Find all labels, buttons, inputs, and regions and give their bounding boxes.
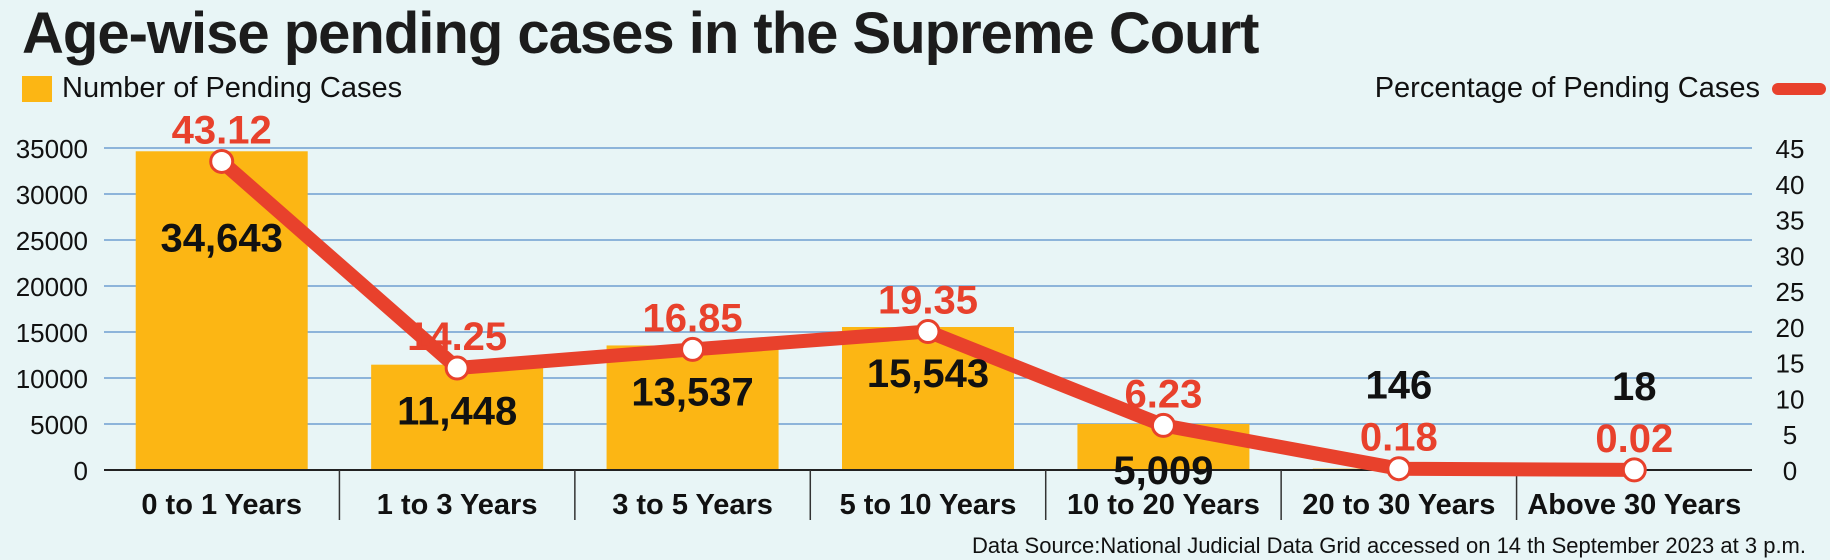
line-value-label: 19.35: [878, 279, 978, 323]
y-left-tick-label: 25000: [16, 226, 88, 256]
line-marker: [1386, 456, 1412, 482]
line-value-label: 14.25: [407, 315, 507, 359]
y-right-tick-label: 40: [1776, 170, 1805, 200]
line-marker: [444, 355, 470, 381]
y-right-tick-label: 35: [1776, 206, 1805, 236]
chart-title: Age-wise pending cases in the Supreme Co…: [22, 1, 1259, 66]
legend-line-label: Percentage of Pending Cases: [1374, 72, 1760, 104]
y-right-tick-label: 45: [1776, 134, 1805, 164]
bar: [371, 364, 544, 470]
x-tick-label: 10 to 20 Years: [1067, 489, 1260, 521]
y-right-tick-label: 30: [1776, 241, 1805, 271]
legend-bar-label: Number of Pending Cases: [62, 72, 403, 104]
line-marker: [680, 336, 706, 362]
x-tick-label: 3 to 5 Years: [612, 489, 773, 521]
y-left-tick-label: 10000: [16, 364, 88, 394]
y-left-tick-label: 5000: [30, 410, 88, 440]
bar: [135, 151, 308, 470]
bar: [606, 345, 779, 470]
line-value-label: 0.18: [1360, 416, 1438, 460]
line-value-label: 16.85: [643, 296, 743, 340]
y-right-tick-label: 20: [1776, 313, 1805, 343]
y-right-tick-label: 0: [1783, 456, 1797, 486]
line-marker: [1621, 457, 1647, 483]
x-tick-label: 20 to 30 Years: [1302, 489, 1495, 521]
legend-bar-swatch: [22, 75, 52, 102]
line-value-label: 43.12: [172, 108, 272, 152]
legend-bars: Number of Pending Cases: [22, 72, 402, 105]
x-tick-label: 5 to 10 Years: [840, 489, 1017, 521]
y-right-tick-label: 10: [1776, 384, 1805, 414]
bar-value-label: 18: [1612, 365, 1657, 409]
y-left-tick-label: 0: [74, 456, 88, 486]
data-source-note: Data Source:National Judicial Data Grid …: [971, 533, 1806, 558]
x-tick-label: 1 to 3 Years: [377, 489, 538, 521]
bar-value-label: 34,643: [161, 216, 283, 260]
x-tick-label: Above 30 Years: [1527, 489, 1741, 521]
bar-value-label: 5,009: [1113, 449, 1213, 493]
y-left-tick-label: 30000: [16, 180, 88, 210]
y-left-tick-label: 20000: [16, 272, 88, 302]
y-left-tick-label: 15000: [16, 318, 88, 348]
y-left-tick-label: 35000: [16, 134, 88, 164]
line-marker: [1150, 412, 1176, 438]
bar-value-label: 11,448: [397, 390, 517, 434]
line-value-label: 6.23: [1124, 372, 1202, 416]
legend-line-swatch: [1772, 82, 1826, 95]
y-right-tick-label: 25: [1776, 277, 1805, 307]
line-marker: [915, 319, 941, 345]
line-value-label: 0.02: [1595, 417, 1673, 461]
x-tick-label: 0 to 1 Years: [141, 489, 302, 521]
bar-value-label: 13,537: [631, 370, 753, 414]
y-right-tick-label: 5: [1783, 420, 1797, 450]
bar-value-label: 146: [1365, 364, 1432, 408]
bar-value-label: 15,543: [867, 352, 989, 396]
legend-line: Percentage of Pending Cases: [1375, 72, 1826, 105]
y-right-tick-label: 15: [1776, 349, 1805, 379]
line-marker: [209, 148, 235, 174]
